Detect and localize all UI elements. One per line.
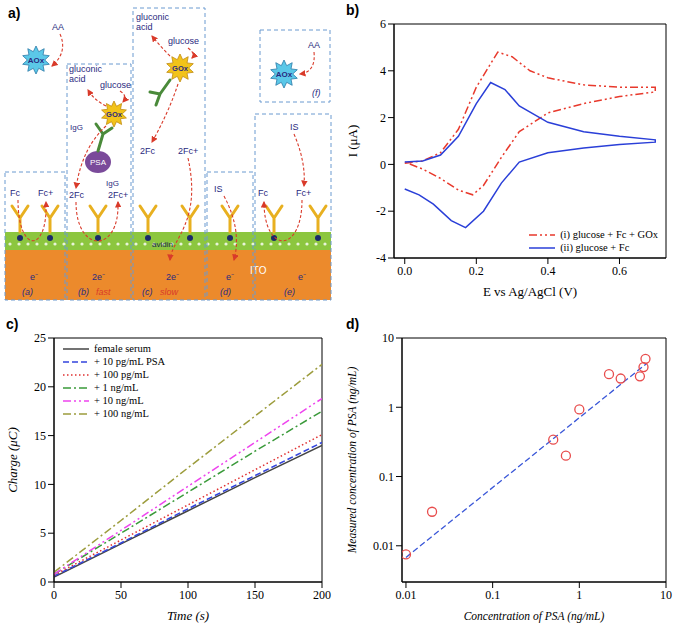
svg-text:15: 15 — [34, 429, 46, 443]
svg-text:Measured concentration of PSA: Measured concentration of PSA (ng/mL) — [346, 367, 359, 555]
svg-text:(d): (d) — [220, 287, 231, 297]
svg-text:0.01: 0.01 — [373, 539, 394, 553]
svg-text:5: 5 — [40, 526, 46, 540]
svg-text:10: 10 — [34, 478, 46, 492]
svg-text:IgG: IgG — [70, 123, 83, 132]
svg-text:AA: AA — [52, 22, 64, 32]
svg-text:1: 1 — [576, 588, 582, 602]
html-text:c): c) — [6, 316, 19, 332]
svg-text:Fc+: Fc+ — [296, 188, 311, 198]
svg-text:e⁻: e⁻ — [30, 272, 38, 282]
svg-text:gluconicacid: gluconicacid — [69, 64, 103, 84]
html-text:b): b) — [346, 2, 360, 18]
html-text:+ 10 pg/mL PSA: + 10 pg/mL PSA — [94, 356, 166, 367]
svg-text:e⁻: e⁻ — [298, 272, 306, 282]
svg-text:IS: IS — [214, 184, 223, 194]
svg-text:-2: -2 — [376, 204, 386, 218]
svg-text:fast: fast — [96, 287, 111, 297]
svg-text:a): a) — [8, 5, 20, 21]
svg-text:(b): (b) — [78, 287, 89, 297]
svg-text:2e⁻: 2e⁻ — [166, 272, 179, 282]
svg-text:200: 200 — [313, 588, 331, 602]
svg-text:0: 0 — [380, 158, 386, 172]
svg-text:GOx: GOx — [172, 64, 189, 73]
svg-text:2Fc+: 2Fc+ — [178, 146, 198, 156]
svg-text:20: 20 — [34, 380, 46, 394]
svg-text:ITO: ITO — [250, 265, 267, 276]
svg-text:0: 0 — [51, 588, 57, 602]
html-text:+ 10 ng/mL: + 10 ng/mL — [94, 395, 144, 406]
svg-text:4: 4 — [380, 64, 386, 78]
svg-text:0.6: 0.6 — [612, 264, 627, 278]
svg-text:gluconicacid: gluconicacid — [136, 12, 170, 32]
svg-text:(a): (a) — [22, 287, 33, 297]
svg-text:0.2: 0.2 — [469, 264, 484, 278]
html-text:+ 100 ng/mL: + 100 ng/mL — [94, 408, 149, 419]
svg-text:-4: -4 — [376, 251, 386, 265]
svg-text:2Fc: 2Fc — [140, 146, 156, 156]
svg-text:25: 25 — [34, 331, 46, 345]
svg-text:Fc+: Fc+ — [38, 188, 53, 198]
svg-text:e⁻: e⁻ — [226, 272, 234, 282]
svg-text:PSA: PSA — [90, 158, 107, 167]
svg-text:2e⁻: 2e⁻ — [92, 272, 105, 282]
svg-text:AOx: AOx — [276, 70, 293, 79]
svg-text:glucose: glucose — [100, 80, 131, 90]
svg-text:AOx: AOx — [28, 56, 45, 65]
svg-text:100: 100 — [179, 588, 197, 602]
svg-text:(c): (c) — [142, 287, 153, 297]
html-text:+ 1 ng/mL: + 1 ng/mL — [94, 382, 139, 393]
svg-text:Fc: Fc — [258, 188, 268, 198]
svg-text:Charge (μC): Charge (μC) — [5, 427, 20, 493]
svg-text:0.1: 0.1 — [379, 470, 394, 484]
svg-text:(f): (f) — [312, 88, 321, 98]
svg-text:E vs Ag/AgCl (V): E vs Ag/AgCl (V) — [483, 284, 577, 299]
svg-text:AA: AA — [308, 40, 320, 50]
svg-text:10: 10 — [382, 331, 394, 345]
svg-text:2Fc: 2Fc — [69, 190, 85, 200]
svg-text:50: 50 — [115, 588, 127, 602]
svg-text:Fc: Fc — [10, 188, 20, 198]
svg-text:150: 150 — [246, 588, 264, 602]
svg-text:6: 6 — [380, 17, 386, 31]
svg-text:0.4: 0.4 — [540, 264, 555, 278]
svg-text:Concentration of PSA (ng/mL): Concentration of PSA (ng/mL) — [464, 610, 605, 623]
svg-text:10: 10 — [660, 588, 672, 602]
svg-text:I (μA): I (μA) — [345, 125, 360, 158]
svg-text:0: 0 — [40, 575, 46, 589]
html-text:+ 100 pg/mL: + 100 pg/mL — [94, 369, 149, 380]
svg-text:2: 2 — [380, 111, 386, 125]
svg-text:slow: slow — [160, 287, 179, 297]
svg-text:avidin: avidin — [152, 240, 173, 249]
svg-text:IS: IS — [290, 122, 299, 132]
html-text:(i) glucose + Fc + GOx: (i) glucose + Fc + GOx — [560, 229, 658, 240]
svg-text:0.0: 0.0 — [397, 264, 412, 278]
svg-text:0.01: 0.01 — [395, 588, 416, 602]
svg-text:glucose: glucose — [168, 36, 199, 46]
svg-text:GOx: GOx — [106, 110, 123, 119]
svg-text:IgG: IgG — [106, 179, 119, 188]
html-text:(ii) glucose + Fc: (ii) glucose + Fc — [560, 242, 630, 253]
svg-text:1: 1 — [388, 401, 394, 415]
svg-text:Time (s): Time (s) — [167, 608, 209, 623]
svg-text:(e): (e) — [284, 287, 295, 297]
svg-text:0.1: 0.1 — [485, 588, 500, 602]
html-text:d): d) — [346, 316, 360, 332]
html-text:female serum: female serum — [94, 343, 151, 354]
svg-text:2Fc+: 2Fc+ — [108, 190, 128, 200]
